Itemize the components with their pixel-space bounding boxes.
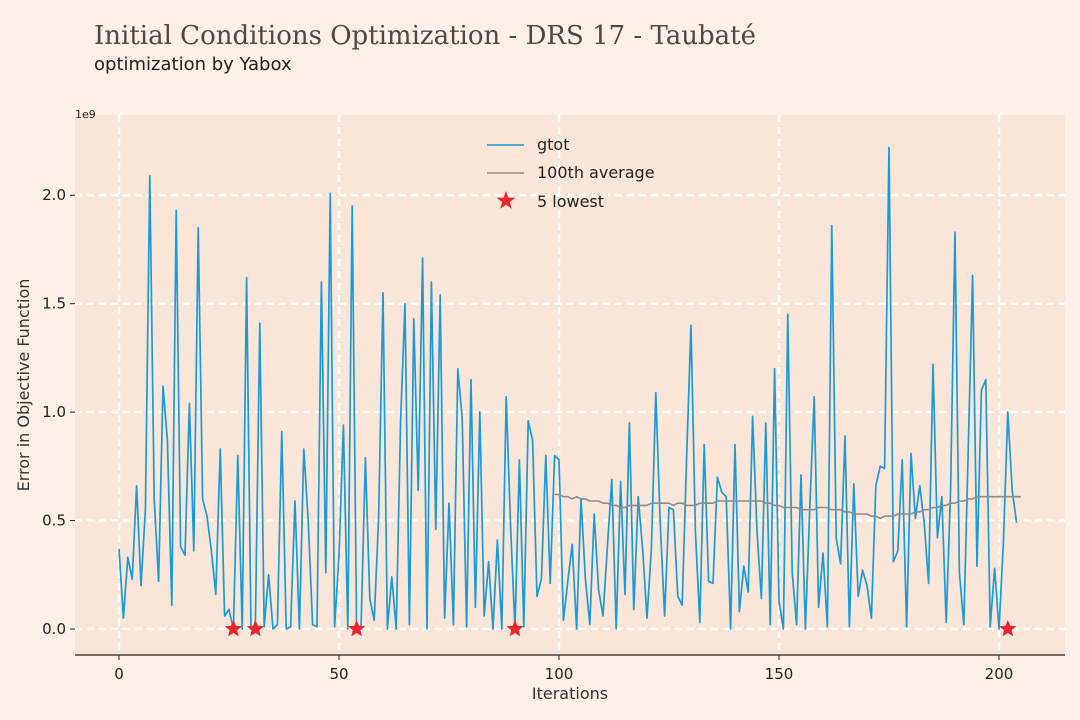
series-line-average [554,493,1021,520]
lowest-point-marker [999,620,1017,637]
chart-title: Initial Conditions Optimization - DRS 17… [94,21,756,51]
y-tick-label: 0.5 [42,512,66,530]
x-tick-label: 150 [765,665,794,683]
x-tick-label: 50 [329,665,348,683]
y-exponent-label: 1e9 [75,108,96,121]
x-axis-ticks: 0 50 100 150 200 [114,655,1013,683]
x-tick-label: 200 [985,665,1014,683]
lowest-point-marker [506,620,524,637]
lowest-point-marker [224,620,242,637]
legend-label-lowest: 5 lowest [537,192,604,211]
y-tick-label: 2.0 [42,186,66,204]
y-axis-label: Error in Objective Function [14,279,33,492]
x-tick-label: 100 [545,665,574,683]
x-tick-label: 0 [114,665,124,683]
lowest-point-marker [246,620,264,637]
legend-label-gtot: gtot [537,135,570,154]
series-line-gtot [118,146,1018,630]
legend: gtot 100th average 5 lowest [487,135,655,211]
y-tick-label: 1.0 [42,403,66,421]
lowest-point-marker [348,620,366,637]
legend-swatch-lowest-star [496,191,516,209]
x-axis-label: Iterations [532,684,608,703]
lowest-markers [224,620,1017,637]
y-tick-label: 0.0 [42,620,66,638]
legend-label-average: 100th average [537,163,655,182]
chart-subtitle: optimization by Yabox [94,54,292,75]
y-axis-ticks: 0.0 0.5 1.0 1.5 2.0 [42,186,75,638]
y-tick-label: 1.5 [42,295,66,313]
series-layer [118,146,1021,630]
